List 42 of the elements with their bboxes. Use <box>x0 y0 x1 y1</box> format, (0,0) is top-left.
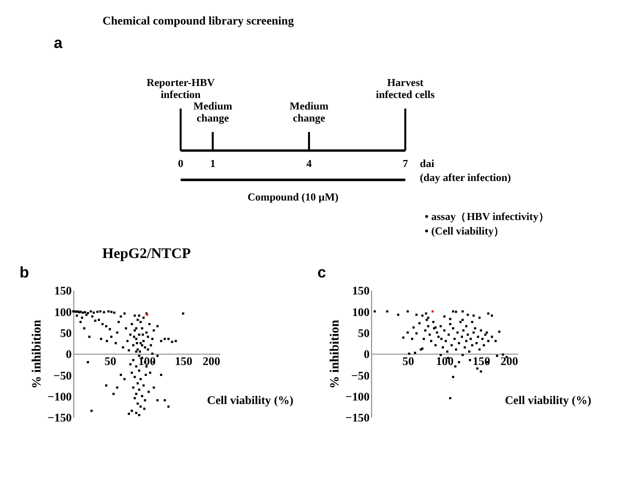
text: • assay（HBV infectivity） <box>424 210 550 223</box>
text: • (Cell viability） <box>424 226 505 238</box>
chart-title: HepG2/NTCP <box>102 246 191 262</box>
y-tick-label: −50 <box>351 369 370 382</box>
x-axis-title: Cell viability (%) <box>206 394 294 407</box>
x-tick-label: 100 <box>436 354 454 368</box>
text: 1 <box>210 158 216 170</box>
y-axis-title: % inhibition <box>30 320 44 389</box>
text: Chemical compound library screening <box>102 14 294 28</box>
y-axis-title: % inhibition <box>328 320 342 389</box>
text: dai (day after infection) <box>420 158 512 184</box>
text: 4 <box>306 158 312 170</box>
x-tick-label: 150 <box>472 354 490 368</box>
y-tick-label: 50 <box>60 326 72 340</box>
y-tick-label: −50 <box>53 369 72 382</box>
y-tick-label: −100 <box>48 390 72 404</box>
text: b <box>20 264 30 282</box>
text: a <box>54 35 63 52</box>
text: c <box>317 264 326 282</box>
text: Harvest infected cells <box>376 77 435 101</box>
text: 7 <box>402 158 409 170</box>
x-tick-label: 150 <box>174 354 193 368</box>
y-tick-label: 150 <box>352 284 370 298</box>
y-tick-label: −100 <box>345 390 370 404</box>
x-tick-label: 50 <box>104 354 116 368</box>
text: Compound (10 µM) <box>248 191 339 204</box>
x-tick-label: 200 <box>202 354 220 368</box>
y-tick-label: 50 <box>358 326 370 340</box>
x-axis-title: Cell viability (%) <box>504 394 592 407</box>
x-tick-label: 50 <box>402 354 414 368</box>
x-tick-label: 200 <box>500 354 518 368</box>
text: 0 <box>178 158 184 170</box>
y-tick-label: 100 <box>352 306 370 319</box>
y-tick-label: 0 <box>66 348 72 362</box>
y-tick-label: 0 <box>364 348 370 362</box>
text: Medium change <box>290 100 328 124</box>
text: Reporter-HBV infection <box>146 77 215 101</box>
y-tick-label: 100 <box>54 306 72 319</box>
y-tick-label: −150 <box>48 412 72 425</box>
y-tick-label: −150 <box>345 412 370 425</box>
text: Medium change <box>193 100 232 124</box>
y-tick-label: 150 <box>54 284 72 298</box>
